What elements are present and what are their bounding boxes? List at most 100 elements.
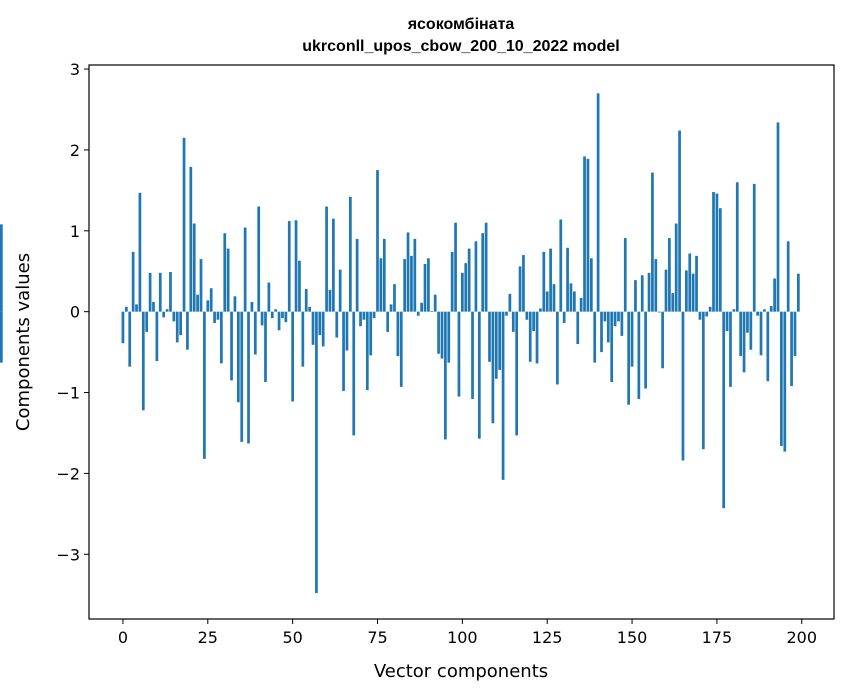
bar-30 (223, 233, 227, 312)
bar-183 (742, 311, 746, 373)
x-tick-label: 100 (447, 628, 478, 647)
bar-197 (790, 311, 793, 387)
bar-61 (328, 289, 332, 312)
x-axis-label: Vector components (374, 661, 548, 682)
bar-37 (247, 311, 250, 444)
bar-169 (695, 255, 698, 312)
bar-19 (186, 311, 189, 350)
bar-33 (233, 296, 237, 312)
y-axis-label: Components values (13, 253, 34, 431)
bar-166 (685, 270, 688, 312)
bar-196 (786, 241, 790, 312)
bar-100 (460, 272, 464, 312)
bar-125 (545, 291, 549, 312)
bar-135 (579, 297, 583, 312)
bar-170 (698, 311, 702, 320)
bar-194 (780, 311, 783, 446)
bar-86 (413, 238, 417, 312)
bar-70 (359, 311, 362, 327)
bar-120 (528, 311, 532, 362)
bar-189 (763, 309, 766, 312)
bar-106 (481, 233, 485, 312)
bar-91 (430, 310, 434, 312)
bar-142 (603, 311, 607, 322)
bar-173 (708, 306, 712, 312)
bar-44 (270, 311, 274, 319)
y-axis-ticks: −3 −2 −1 0 1 2 3 (56, 60, 89, 564)
bar-80 (393, 284, 396, 312)
bar-50 (291, 311, 295, 402)
bar-171 (701, 311, 705, 450)
bar-128 (556, 311, 559, 385)
bar-22 (196, 294, 199, 312)
bar-127 (552, 284, 556, 312)
bar-49 (287, 221, 291, 312)
plot-area-frame (88, 64, 835, 620)
bar-139 (593, 311, 597, 363)
bar-117 (518, 266, 522, 312)
bar-42 (264, 311, 267, 383)
bar-108 (488, 311, 491, 362)
bar-12 (162, 311, 166, 318)
bar-184 (746, 311, 749, 333)
bar-56 (311, 311, 315, 345)
bar-153 (640, 275, 644, 312)
chart-title: ясокомбіната (407, 16, 515, 33)
bar-185 (749, 311, 753, 350)
bar-64 (338, 269, 342, 312)
bar-34 (236, 311, 240, 403)
bar-181 (735, 182, 739, 312)
bar-24 (203, 311, 206, 459)
bar-76 (379, 258, 383, 312)
bar-152 (637, 311, 641, 400)
bar-103 (471, 311, 474, 400)
bar-192 (773, 278, 776, 312)
bar-6 (141, 311, 145, 411)
bar-158 (657, 311, 661, 313)
bar-98 (454, 222, 457, 312)
y-tick-label: 3 (70, 60, 80, 79)
bar-180 (732, 309, 736, 312)
bar-8 (148, 272, 152, 312)
bar-141 (600, 311, 603, 353)
bar-series (0, 93, 800, 594)
bar-175 (715, 193, 719, 312)
bar-136 (583, 156, 586, 312)
bar-39 (253, 311, 257, 355)
bar-145 (613, 311, 617, 327)
bar-15 (172, 311, 176, 322)
bar-165 (681, 311, 685, 461)
y-tick-label: 2 (70, 141, 80, 160)
bar-43 (267, 282, 271, 312)
bar-144 (610, 311, 614, 383)
bar-124 (542, 251, 546, 312)
bar-104 (474, 241, 478, 312)
bar-5 (138, 192, 142, 312)
bar-102 (467, 248, 471, 312)
bar-109 (491, 311, 495, 424)
bar-159 (661, 311, 664, 369)
bar-191 (769, 306, 773, 312)
y-tick-label: 1 (70, 222, 80, 241)
bar-9 (152, 301, 155, 312)
bar-63 (335, 311, 339, 338)
bar-47 (281, 311, 284, 319)
bar-1 (124, 306, 128, 312)
bar-90 (427, 258, 430, 312)
bar-undefined (0, 311, 3, 363)
bar-93 (437, 311, 440, 354)
bar-151 (634, 280, 637, 312)
bar-155 (647, 272, 651, 312)
bar-52 (298, 260, 301, 312)
bar-190 (766, 311, 770, 382)
y-tick-label: −3 (56, 545, 80, 564)
bar-79 (389, 304, 393, 312)
bar-74 (372, 311, 376, 319)
bar-116 (515, 311, 519, 436)
bar-137 (586, 158, 590, 312)
bar-62 (332, 218, 335, 312)
bar-11 (158, 272, 162, 312)
bar-29 (220, 311, 223, 364)
bar-7 (145, 311, 149, 332)
